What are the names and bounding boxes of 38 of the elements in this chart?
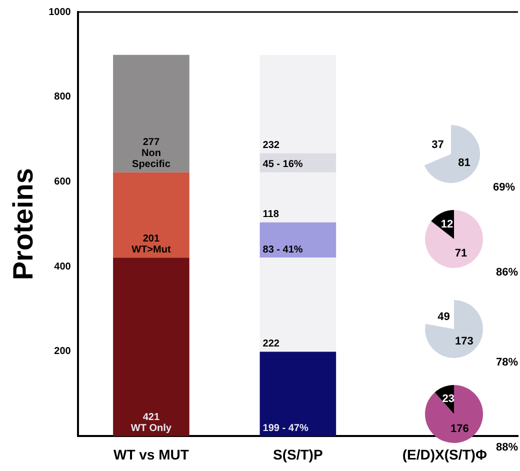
data-label: 71 [454,247,468,260]
data-label: 173 [455,335,474,348]
data-label: 37 [432,139,444,152]
bar [260,222,336,258]
annotation: 69% [492,182,516,194]
y-tick-label: 200 [54,346,72,358]
data-label: 49 [438,310,450,323]
data-label: 83 - 41% [262,244,303,256]
annotation: 86% [496,266,518,279]
data-label: 45 - 16% [262,159,303,170]
x-tick-label: S(S/T)P [273,446,323,462]
annotation: 78% [496,356,518,369]
data-label: 12 [440,218,454,231]
data-label: 201 WT>Mut [132,233,172,256]
x-tick-label: (E/D)X(S/T)Φ [402,446,488,462]
y-tick-label: 800 [54,92,72,103]
bar [260,172,336,222]
bar [113,172,190,258]
x-tick-label: WT vs MUT [113,446,190,462]
y-tick-label: 1000 [48,6,72,18]
bar [113,258,190,436]
data-label: 176 [450,422,469,435]
text: 88% [496,442,518,454]
data-label: 421 WT Only [130,412,172,434]
bar [260,352,336,436]
bar [260,258,336,352]
data-label: 118 [262,209,280,220]
data-label: 277 Non Specific [132,137,171,170]
y-tick-label: 600 [54,176,72,188]
data-label: 199 - 47% [262,422,308,434]
data-label: 23 [442,393,454,406]
y-tick-label: 400 [54,261,72,272]
y-axis-title: Proteins [8,168,39,280]
data-label: 81 [458,156,470,169]
bar [260,54,336,154]
data-label: 222 [262,338,280,350]
data-label: 232 [262,140,280,152]
bar [113,54,190,172]
